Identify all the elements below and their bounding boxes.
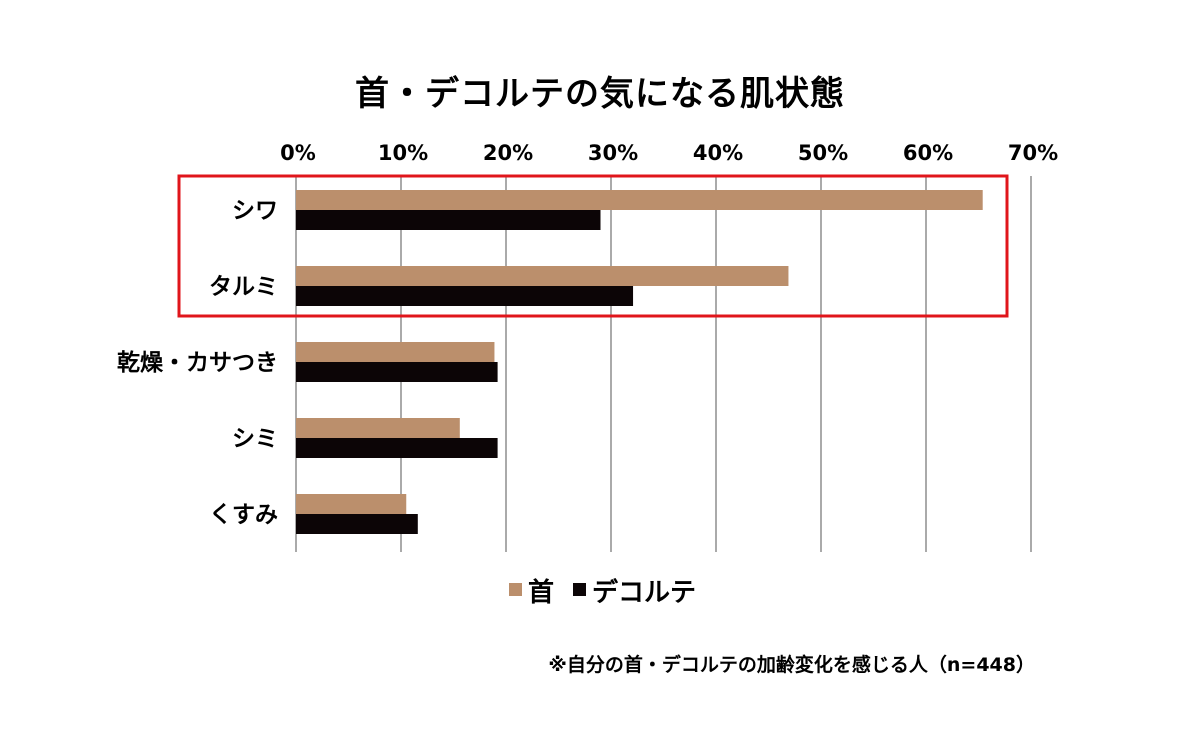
- x-tick-label: 50%: [798, 141, 848, 165]
- bar-decollete: [296, 286, 634, 306]
- bar-neck: [296, 418, 460, 438]
- category-label: シワ: [232, 198, 278, 224]
- chart-title: 首・デコルテの気になる肌状態: [355, 74, 845, 114]
- category-label: シミ: [232, 426, 278, 452]
- legend: 首 デコルテ: [509, 577, 696, 608]
- x-tick-label: 10%: [378, 141, 428, 165]
- legend-label: 首: [528, 577, 554, 608]
- legend-label: デコルテ: [592, 577, 696, 608]
- x-tick-label: 0%: [280, 141, 316, 165]
- highlight-box: [177, 174, 1009, 318]
- bar-neck: [296, 266, 789, 286]
- x-tick-label: 40%: [693, 141, 743, 165]
- legend-swatch: [573, 583, 586, 596]
- bar-neck: [296, 190, 983, 210]
- bar-decollete: [296, 362, 498, 382]
- bar-neck: [296, 342, 495, 362]
- x-tick-label: 70%: [1008, 141, 1058, 165]
- x-tick-label: 60%: [903, 141, 953, 165]
- highlight-rect: [177, 174, 1009, 318]
- x-axis-ticks: 0% 10% 20% 30% 40% 50% 60% 70%: [280, 141, 1058, 165]
- legend-swatch: [509, 583, 522, 596]
- x-tick-label: 20%: [483, 141, 533, 165]
- bar-neck: [296, 494, 407, 514]
- bar-decollete: [296, 438, 498, 458]
- category-label: 乾燥・カサつき: [117, 349, 278, 376]
- bars: [296, 190, 983, 534]
- footnote: ※自分の首・デコルテの加齢変化を感じる人（n=448）: [548, 654, 1035, 676]
- x-tick-label: 30%: [588, 141, 638, 165]
- category-label: タルミ: [209, 274, 278, 300]
- bar-decollete: [296, 210, 601, 230]
- category-label: くすみ: [209, 502, 278, 528]
- bar-decollete: [296, 514, 418, 534]
